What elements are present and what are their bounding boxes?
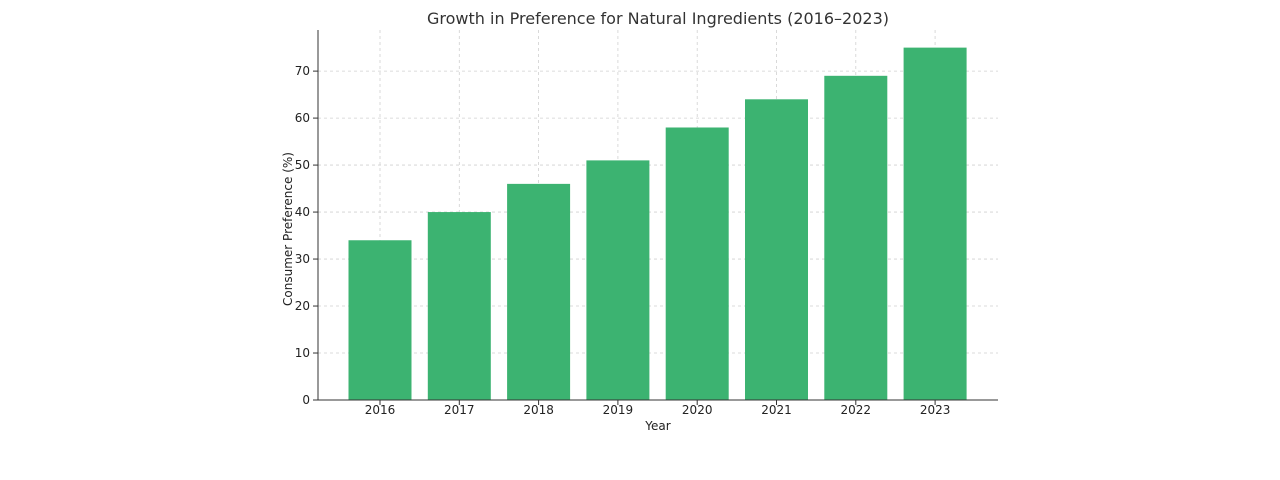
bar-2018 — [507, 183, 571, 400]
bar-2020 — [665, 127, 729, 400]
axes-layer — [313, 30, 998, 405]
x-axis-label: Year — [644, 419, 670, 433]
x-tick-label-2020: 2020 — [682, 403, 713, 417]
x-tick-label-2018: 2018 — [523, 403, 554, 417]
bars-layer — [348, 47, 967, 401]
x-tick-label-2022: 2022 — [841, 403, 872, 417]
bar-2021 — [745, 99, 808, 401]
x-tick-label-2019: 2019 — [603, 403, 634, 417]
x-tick-label-2021: 2021 — [761, 403, 792, 417]
bar-2017 — [427, 212, 491, 400]
x-tick-label-2016: 2016 — [365, 403, 396, 417]
y-tick-label: 40 — [295, 205, 310, 219]
bar-2023 — [903, 47, 967, 400]
x-tick-label-2017: 2017 — [444, 403, 475, 417]
y-axis-label: Consumer Preference (%) — [281, 152, 295, 306]
labels-layer: 0 10 20 30 40 50 60 70 2016 2017 2018 2019 2020 2021 2… — [295, 64, 951, 417]
bar-2022 — [824, 75, 888, 401]
x-tick-label-2023: 2023 — [920, 403, 951, 417]
grid-layer — [318, 30, 998, 401]
y-tick-label: 70 — [295, 64, 310, 78]
y-tick-label: 20 — [295, 299, 310, 313]
bar-2019 — [586, 160, 650, 400]
y-tick-label: 10 — [295, 346, 310, 360]
y-tick-label: 50 — [295, 158, 310, 172]
chart-title: Growth in Preference for Natural Ingredi… — [427, 9, 889, 28]
bar-2016 — [348, 240, 412, 400]
y-tick-label: 30 — [295, 252, 310, 266]
y-tick-label: 60 — [295, 111, 310, 125]
y-tick-label: 0 — [302, 393, 310, 407]
